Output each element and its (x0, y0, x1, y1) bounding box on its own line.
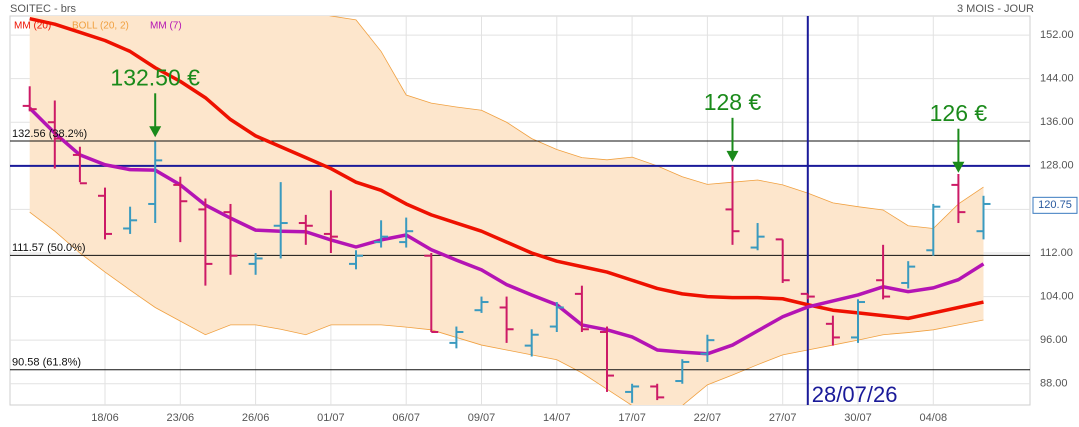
last-price-box (1032, 196, 1078, 214)
moving-average (29, 17, 984, 321)
annotation-text: 128 € (704, 89, 762, 115)
annotation-text: 126 € (930, 100, 988, 126)
chart-subtitle: 3 MOIS - JOUR (957, 3, 1034, 15)
band-line (329, 16, 984, 229)
y-tick-label: 144.00 (1040, 73, 1074, 85)
y-tick-label: 152.00 (1040, 29, 1074, 41)
legend-entry: MM (20) (14, 21, 51, 32)
crosshair-label: 28/07/26 (812, 382, 898, 407)
x-tick-label: 27/07 (769, 412, 797, 424)
plot-layer (10, 16, 1030, 405)
x-tick-label: 01/07 (317, 412, 345, 424)
x-tick-label: 17/07 (618, 412, 646, 424)
arrow-head (149, 126, 162, 138)
level-label: 132.56 (38.2%) (12, 128, 87, 140)
y-tick-label: 112.00 (1040, 247, 1073, 259)
y-tick-label: 128.00 (1040, 160, 1074, 172)
x-tick-label: 04/08 (920, 412, 948, 424)
x-tick-label: 14/07 (543, 412, 571, 424)
y-tick-label: 88.00 (1040, 378, 1068, 390)
legend-entry: MM (7) (150, 21, 182, 32)
x-tick-label: 30/07 (844, 412, 872, 424)
x-tick-label: 26/06 (242, 412, 270, 424)
band-line (29, 211, 984, 405)
level-label: 111.57 (50.0%) (12, 242, 86, 254)
y-tick-label: 136.00 (1040, 116, 1074, 128)
x-tick-label: 09/07 (468, 412, 496, 424)
chart-title: SOITEC - brs (10, 3, 77, 15)
legend-entry: BOLL (20, 2) (72, 21, 129, 32)
x-tick-label: 23/06 (167, 412, 195, 424)
annotation-text: 132.50 € (110, 64, 200, 90)
moving-average (28, 106, 985, 356)
y-tick-label: 96.00 (1040, 334, 1068, 346)
arrow-head (726, 150, 739, 162)
level-label: 90.58 (61.8%) (12, 357, 81, 369)
x-tick-label: 18/06 (91, 412, 119, 424)
x-tick-label: 06/07 (392, 412, 420, 424)
arrow-head (952, 161, 965, 173)
band-fill (29, 16, 984, 405)
last-price-label: 120.75 (1038, 199, 1072, 211)
x-tick-label: 22/07 (694, 412, 722, 424)
y-tick-label: 104.00 (1040, 290, 1074, 302)
